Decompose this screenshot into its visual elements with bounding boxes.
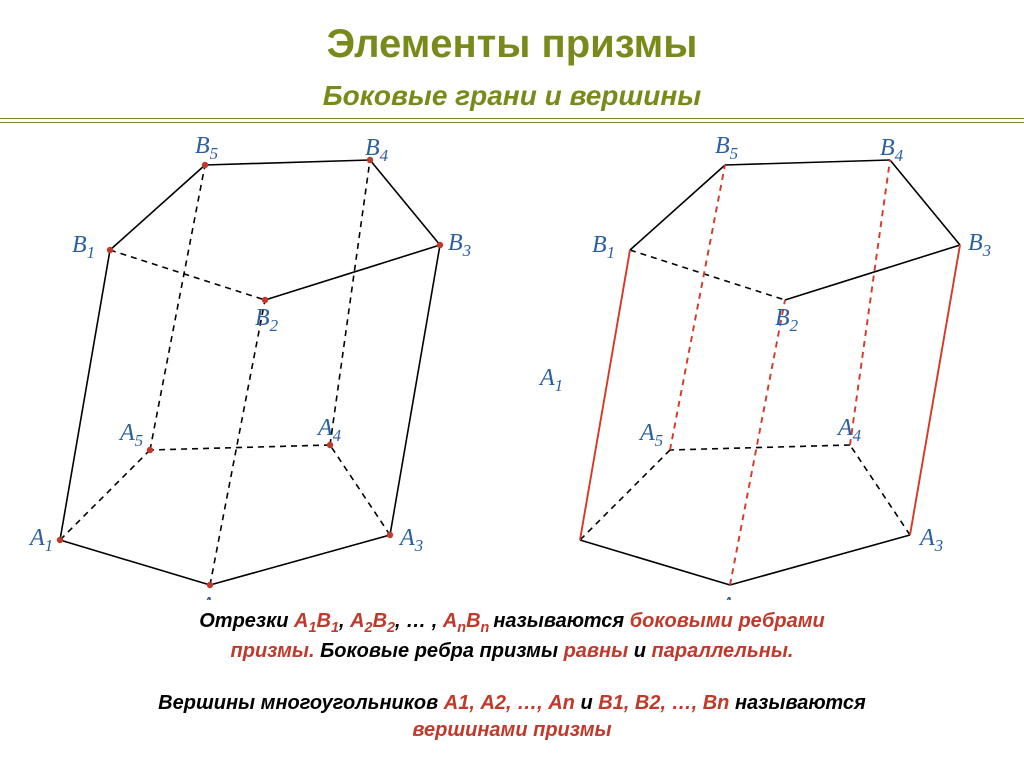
right-prism: A1 A2 A3 A4 A5 B1 B2 B3 B4 B5 <box>538 133 991 600</box>
caption-edges: Отрезки А1В1, А2В2, … , АnВn называются … <box>0 608 1024 665</box>
svg-text:A5: A5 <box>118 420 143 450</box>
svg-text:B3: B3 <box>448 230 471 260</box>
page-subtitle: Боковые грани и вершины <box>0 80 1024 112</box>
svg-text:B4: B4 <box>880 135 904 165</box>
svg-text:B4: B4 <box>365 135 389 165</box>
svg-text:B2: B2 <box>255 305 279 335</box>
svg-text:B1: B1 <box>72 232 95 262</box>
svg-text:B5: B5 <box>715 133 738 163</box>
caption-vertices: Вершины многоугольников А1, А2, …, Аn и … <box>0 690 1024 744</box>
rule-bottom <box>0 122 1024 123</box>
slide-page: Элементы призмы Боковые грани и вершины … <box>0 0 1024 767</box>
prism-diagram: A1 A2 A3 A4 A5 B1 B2 B3 B4 B5 A1 A2 A3 A4 A5 B1 B2 B3 B4 B… <box>0 130 1024 600</box>
svg-text:B1: B1 <box>592 232 615 262</box>
left-prism: A1 A2 A3 A4 A5 B1 B2 B3 B4 B5 <box>28 133 471 600</box>
svg-text:A1: A1 <box>538 365 563 395</box>
svg-text:B2: B2 <box>775 305 799 335</box>
svg-text:A3: A3 <box>918 525 943 555</box>
rule-top <box>0 118 1024 119</box>
svg-text:A5: A5 <box>638 420 663 450</box>
svg-text:B5: B5 <box>195 133 218 163</box>
svg-text:A3: A3 <box>398 525 423 555</box>
svg-text:A2: A2 <box>718 593 744 600</box>
svg-text:A4: A4 <box>316 415 342 445</box>
svg-text:A4: A4 <box>836 415 862 445</box>
svg-text:B3: B3 <box>968 230 991 260</box>
svg-text:A2: A2 <box>198 593 224 600</box>
page-title: Элементы призмы <box>0 22 1024 67</box>
svg-text:A1: A1 <box>28 525 53 555</box>
